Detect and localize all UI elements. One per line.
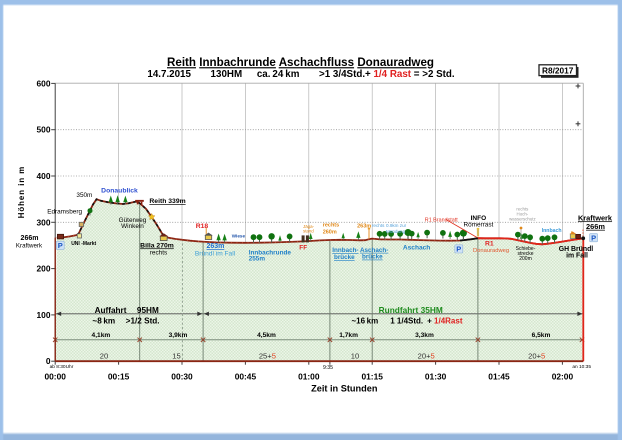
svg-text:INFO: INFO <box>471 215 487 222</box>
svg-text:25+5: 25+5 <box>259 352 276 361</box>
svg-text:4,1km: 4,1km <box>92 332 111 339</box>
svg-text:rechts: rechts <box>516 206 529 211</box>
svg-text:im Fall: im Fall <box>566 252 588 259</box>
svg-text:3,9km: 3,9km <box>169 332 188 339</box>
svg-text:R1: R1 <box>485 241 494 248</box>
svg-text:6,5km: 6,5km <box>532 332 551 339</box>
svg-text:4,5km: 4,5km <box>257 332 276 339</box>
svg-text:brücke: brücke <box>334 254 355 261</box>
svg-text:01:00: 01:00 <box>298 371 320 381</box>
svg-text:3,3km: 3,3km <box>415 332 434 339</box>
svg-text:9:35: 9:35 <box>323 365 333 371</box>
svg-text:Reith 339m: Reith 339m <box>149 198 185 205</box>
svg-text:260m: 260m <box>323 230 337 236</box>
svg-text:400: 400 <box>37 171 51 181</box>
svg-text:wasserschutz: wasserschutz <box>509 216 536 221</box>
svg-text:strecke: strecke <box>517 251 533 257</box>
svg-text:Donauradweg: Donauradweg <box>473 248 509 254</box>
svg-text:200m: 200m <box>519 256 532 262</box>
svg-text:GH Bründl: GH Bründl <box>559 246 594 253</box>
svg-text:an 10:35: an 10:35 <box>572 364 591 370</box>
svg-text:Edramsberg: Edramsberg <box>47 209 82 216</box>
svg-text:~8 km >1/2 Std.: ~8 km >1/2 Std. <box>92 316 159 325</box>
svg-text:600: 600 <box>37 78 51 88</box>
svg-text:UNI -Markt: UNI -Markt <box>71 241 96 247</box>
svg-text:R1 Brandstatt: R1 Brandstatt <box>425 217 458 223</box>
svg-text:P: P <box>591 233 596 242</box>
svg-text:Innbach-: Innbach- <box>332 247 358 254</box>
svg-text:Innbach: Innbach <box>542 228 562 234</box>
svg-text:266m: 266m <box>21 235 39 242</box>
svg-text:Wiese: Wiese <box>232 233 246 238</box>
svg-text:100: 100 <box>37 310 51 320</box>
svg-text:Güterweg: Güterweg <box>119 217 147 224</box>
svg-text:rechts: rechts <box>323 223 340 229</box>
svg-text:0: 0 <box>46 356 51 366</box>
svg-text:Bründl im Fall: Bründl im Fall <box>195 250 236 257</box>
svg-text:00:00: 00:00 <box>44 371 66 381</box>
svg-text:350m: 350m <box>76 192 92 199</box>
svg-text:14.7.2015 130HM ca. 24 km: 14.7.2015 130HM ca. 24 km >1 3/4Std.+ 1/… <box>147 69 455 80</box>
svg-text:Billa 270m: Billa 270m <box>140 242 174 249</box>
svg-text:~16 km 1 1/4Std. + 1/4Rast: ~16 km 1 1/4Std. + 1/4Rast <box>352 316 463 325</box>
svg-text:Rundfahrt 35HM: Rundfahrt 35HM <box>379 305 443 315</box>
svg-text:00:45: 00:45 <box>235 371 257 381</box>
svg-text:brücke: brücke <box>362 254 383 261</box>
svg-text:Aschach: Aschach <box>403 244 431 251</box>
svg-text:Reith Innbachrunde Aschachflus: Reith Innbachrunde Aschachfluss Donaurad… <box>167 56 434 69</box>
svg-text:500: 500 <box>37 125 51 135</box>
svg-text:20+5: 20+5 <box>418 352 435 361</box>
svg-text:00:30: 00:30 <box>171 371 193 381</box>
svg-text:10: 10 <box>351 352 359 361</box>
svg-text:P: P <box>58 241 63 250</box>
svg-text:263m: 263m <box>207 243 225 250</box>
svg-text:01:15: 01:15 <box>361 371 383 381</box>
svg-text:Schiebe-: Schiebe- <box>516 246 536 252</box>
svg-text:Donaublick: Donaublick <box>101 188 138 195</box>
svg-text:ab 8:30Uhr: ab 8:30Uhr <box>50 364 74 370</box>
svg-text:Kraftwerk: Kraftwerk <box>578 213 613 222</box>
svg-text:Kraftwerk: Kraftwerk <box>16 243 43 250</box>
svg-text:rechts: rechts <box>150 249 167 256</box>
svg-text:R18: R18 <box>196 223 209 230</box>
svg-text:Aschach-: Aschach- <box>360 247 388 254</box>
svg-text:255m: 255m <box>249 255 266 262</box>
svg-text:20+5: 20+5 <box>528 352 545 361</box>
svg-text:266m: 266m <box>586 222 605 231</box>
svg-text:Innbachrunde: Innbachrunde <box>249 249 292 256</box>
svg-text:Winkeln: Winkeln <box>121 223 144 230</box>
svg-text:FF: FF <box>299 245 307 252</box>
svg-text:Jäga-: Jäga- <box>303 224 315 229</box>
svg-text:P: P <box>456 245 461 254</box>
svg-text:Höhen in m: Höhen in m <box>17 166 26 218</box>
svg-text:1,7km: 1,7km <box>339 332 358 339</box>
svg-text:R8/2017: R8/2017 <box>542 65 574 75</box>
svg-text:02:00: 02:00 <box>552 371 574 381</box>
svg-text:15: 15 <box>172 352 180 361</box>
svg-text:Römerrast: Römerrast <box>463 221 493 228</box>
svg-text:Zeit in Stunden: Zeit in Stunden <box>311 384 378 394</box>
svg-text:0.9km zur: 0.9km zur <box>386 223 407 228</box>
svg-text:01:30: 01:30 <box>425 371 447 381</box>
svg-text:stand: stand <box>303 229 314 234</box>
svg-text:rechts: rechts <box>372 223 385 228</box>
svg-text:Hoch-: Hoch- <box>517 211 529 216</box>
svg-text:Mündung: Mündung <box>386 229 406 234</box>
svg-text:263m: 263m <box>357 224 371 230</box>
svg-text:00:15: 00:15 <box>108 371 130 381</box>
svg-text:300: 300 <box>37 217 51 227</box>
svg-text:20: 20 <box>100 352 108 361</box>
svg-text:200: 200 <box>37 264 51 274</box>
svg-text:Auffahrt 95HM: Auffahrt 95HM <box>95 306 159 315</box>
svg-text:01:45: 01:45 <box>488 371 510 381</box>
